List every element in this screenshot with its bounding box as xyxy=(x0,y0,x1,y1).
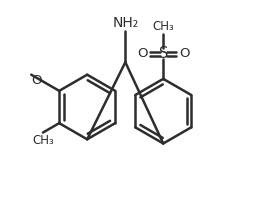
Text: CH₃: CH₃ xyxy=(32,134,54,147)
Text: NH₂: NH₂ xyxy=(112,16,138,30)
Text: O: O xyxy=(179,47,189,60)
Text: O: O xyxy=(32,74,42,87)
Text: S: S xyxy=(159,46,168,61)
Text: O: O xyxy=(137,47,148,60)
Text: CH₃: CH₃ xyxy=(152,20,174,33)
